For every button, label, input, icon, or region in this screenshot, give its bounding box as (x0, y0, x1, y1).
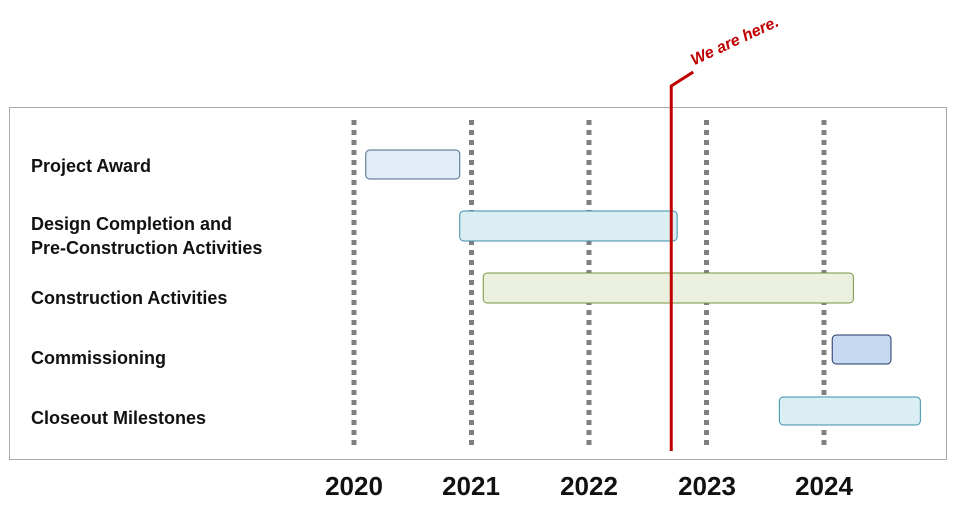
task-bar-0 (365, 149, 461, 180)
task-label-design-completion: Design Completion and Pre-Construction A… (31, 214, 263, 258)
year-label-2022: 2022 (560, 471, 618, 501)
task-label-project-award: Project Award (31, 156, 152, 176)
task-label-closeout: Closeout Milestones (31, 408, 207, 428)
year-label-2021: 2021 (442, 471, 500, 501)
task-label-commissioning: Commissioning (31, 348, 167, 368)
chart-frame (9, 107, 947, 460)
task-bar-1 (459, 210, 678, 242)
task-bar-3 (831, 334, 892, 365)
we-are-here-marker (669, 70, 695, 451)
task-bar-4 (778, 396, 921, 426)
year-label-2020: 2020 (325, 471, 383, 501)
task-label-construction: Construction Activities (31, 288, 228, 308)
year-label-2024: 2024 (795, 471, 853, 501)
year-label-2023: 2023 (678, 471, 736, 501)
task-bar-2 (482, 272, 854, 304)
